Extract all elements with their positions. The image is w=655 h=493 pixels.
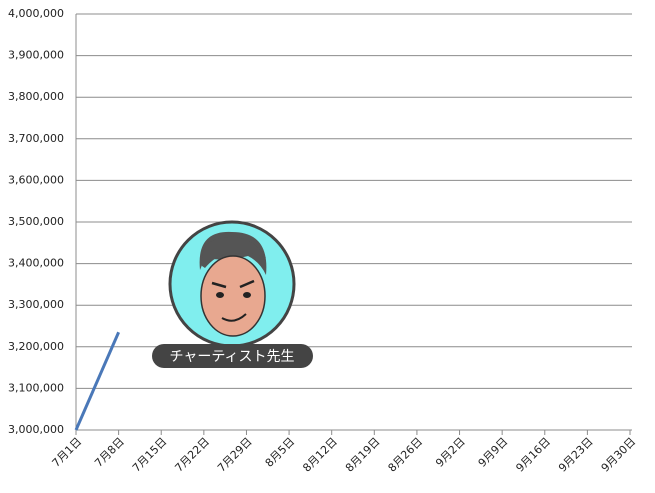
- x-tick-label: 9月23日: [556, 435, 596, 475]
- x-tick-label: 9月30日: [599, 435, 639, 475]
- avatar-face: [200, 255, 266, 337]
- x-tick-label: 9月16日: [513, 435, 553, 475]
- y-tick-label: 3,900,000: [8, 49, 64, 62]
- y-tick-label: 3,100,000: [8, 381, 64, 394]
- x-tick-label: 7月29日: [215, 435, 255, 475]
- x-tick-label: 9月9日: [476, 435, 511, 470]
- y-tick-label: 3,400,000: [8, 257, 64, 270]
- y-tick-label: 3,300,000: [8, 298, 64, 311]
- avatar-brows: [211, 279, 255, 289]
- x-tick-label: 7月15日: [130, 435, 170, 475]
- x-tick-label: 7月1日: [50, 435, 85, 470]
- y-tick-label: 3,200,000: [8, 340, 64, 353]
- x-tick-label: 8月12日: [300, 435, 340, 475]
- avatar-mouth: [221, 313, 247, 322]
- y-tick-label: 3,500,000: [8, 215, 64, 228]
- x-tick-label: 8月26日: [386, 435, 426, 475]
- badge-label: チャーティスト先生: [169, 349, 294, 365]
- x-tick-label: 7月8日: [92, 435, 127, 470]
- avatar-eye: [243, 292, 251, 298]
- x-tick-label: 9月2日: [433, 435, 468, 470]
- x-tick-label: 7月22日: [172, 435, 212, 475]
- avatar-eye: [216, 292, 224, 298]
- avatar-hair-front: [201, 236, 266, 268]
- y-tick-label: 3,800,000: [8, 90, 64, 103]
- y-tick-label: 3,000,000: [8, 423, 64, 436]
- avatar-badge: チャーティスト先生: [152, 220, 313, 368]
- line-series: [74, 331, 120, 431]
- badge-label-bg: [152, 344, 313, 368]
- y-tick-label: 3,600,000: [8, 173, 64, 186]
- y-tick-label: 4,000,000: [8, 7, 64, 20]
- x-tick-label: 8月5日: [263, 435, 298, 470]
- x-tick-label: 8月19日: [343, 435, 383, 475]
- y-tick-label: 3,700,000: [8, 132, 64, 145]
